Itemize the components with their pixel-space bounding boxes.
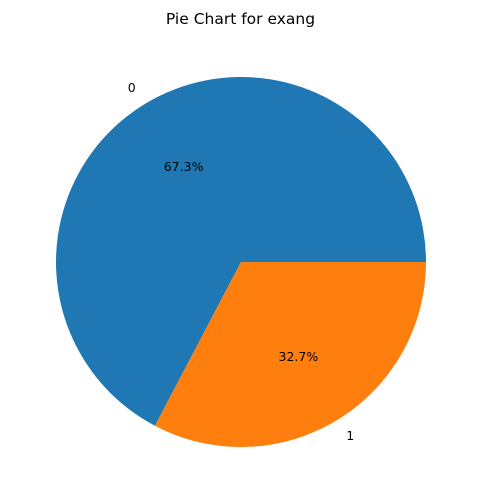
slice-percent-label-0: 67.3% — [164, 159, 204, 174]
slice-category-label-0: 0 — [128, 80, 136, 95]
chart-title: Pie Chart for exang — [166, 10, 315, 28]
slice-percent-label-1: 32.7% — [279, 349, 319, 364]
pie-slices — [55, 77, 427, 447]
pie-labels: 0 67.3% 1 32.7% — [128, 80, 354, 443]
slice-category-label-1: 1 — [346, 428, 354, 443]
pie-slice-0 — [55, 77, 427, 426]
pie-slice-1 — [154, 262, 426, 447]
